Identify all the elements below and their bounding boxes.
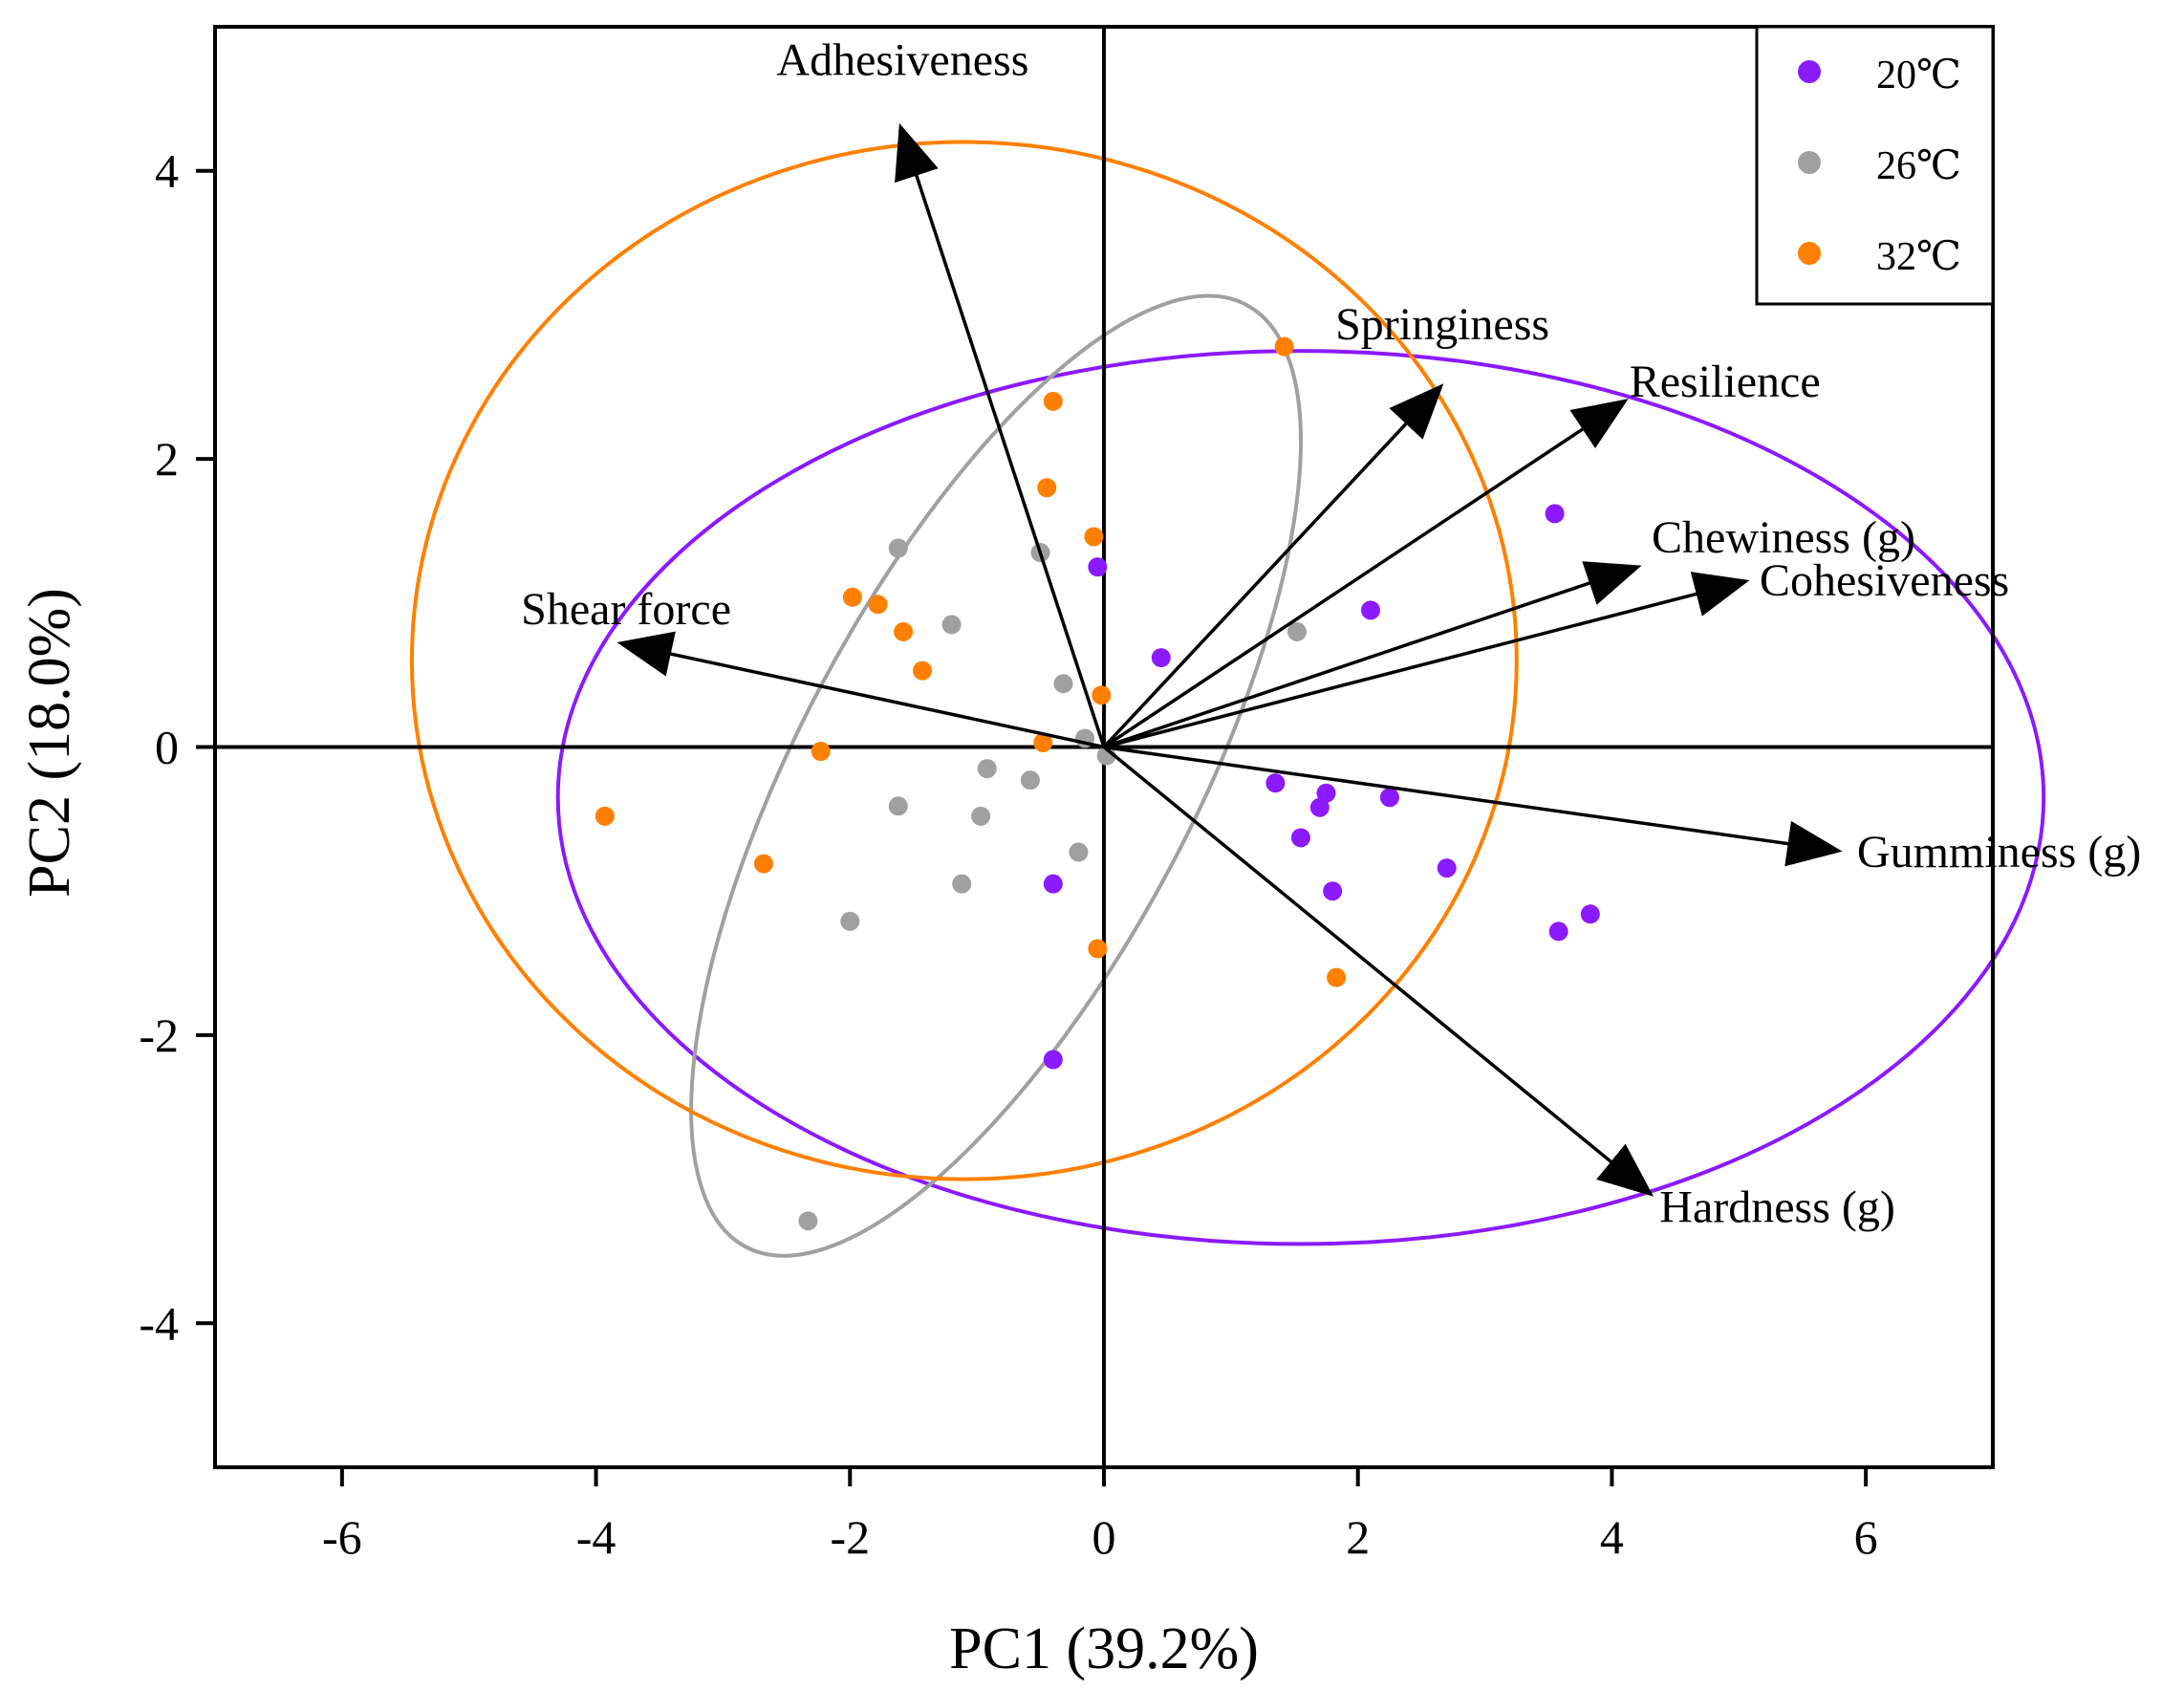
y-tick-label: 2 bbox=[155, 432, 179, 486]
ellipse-series-3 bbox=[409, 140, 1519, 1181]
data-point-series-1 bbox=[1316, 783, 1336, 803]
y-tick-label: 4 bbox=[155, 144, 179, 198]
data-point-series-2 bbox=[840, 911, 860, 931]
data-point-series-1 bbox=[1088, 557, 1108, 577]
x-tick-label: -2 bbox=[830, 1510, 870, 1564]
data-point-series-3 bbox=[1033, 732, 1053, 752]
data-point-series-3 bbox=[894, 621, 914, 641]
loading-label: Chewiness (g) bbox=[1652, 512, 1915, 563]
data-point-series-1 bbox=[1151, 648, 1171, 668]
x-tick-label: 6 bbox=[1854, 1510, 1878, 1564]
ellipse-series-1 bbox=[555, 349, 2046, 1246]
legend-label: 20℃ bbox=[1876, 54, 1961, 98]
legend-marker bbox=[1798, 60, 1821, 83]
ellipse-layer bbox=[409, 140, 2046, 1258]
data-point-series-3 bbox=[1084, 527, 1104, 547]
y-tick-label: -4 bbox=[139, 1296, 179, 1350]
data-point-series-3 bbox=[1092, 685, 1112, 705]
y-tick-label: 0 bbox=[155, 721, 179, 774]
loading-arrow bbox=[1103, 399, 1629, 748]
x-tick-label: 2 bbox=[1346, 1510, 1370, 1564]
data-point-series-2 bbox=[941, 615, 962, 635]
loading-label: Springiness bbox=[1335, 299, 1549, 350]
data-point-series-2 bbox=[798, 1211, 818, 1231]
legend: 20℃ 26℃ 32℃ bbox=[1755, 25, 1995, 306]
loading-arrow bbox=[1103, 572, 1750, 749]
data-point-series-2 bbox=[971, 806, 991, 826]
loading-label: Gumminess (g) bbox=[1857, 827, 2141, 878]
loading-label: Hardness (g) bbox=[1659, 1182, 1895, 1233]
data-point-series-3 bbox=[1088, 939, 1108, 959]
data-point-series-1 bbox=[1437, 858, 1457, 878]
data-point-series-1 bbox=[1043, 874, 1063, 894]
data-point-series-3 bbox=[913, 661, 933, 681]
data-point-series-3 bbox=[1327, 967, 1347, 987]
data-point-series-1 bbox=[1545, 504, 1565, 524]
loadings-layer: Adhesiveness Springiness Resilience Chewine… bbox=[521, 34, 2141, 1232]
legend-marker bbox=[1798, 151, 1821, 174]
data-point-series-2 bbox=[888, 796, 908, 816]
data-point-series-3 bbox=[811, 742, 831, 762]
data-point-series-3 bbox=[753, 854, 773, 874]
data-point-series-2 bbox=[888, 538, 908, 558]
data-point-series-1 bbox=[1265, 773, 1286, 793]
data-point-series-2 bbox=[1287, 621, 1307, 641]
x-axis-title: PC1 (39.2%) bbox=[949, 1616, 1259, 1681]
legend-marker bbox=[1798, 242, 1821, 265]
data-point-series-3 bbox=[842, 587, 862, 607]
data-point-series-1 bbox=[1379, 788, 1399, 808]
data-point-series-3 bbox=[595, 806, 615, 826]
legend-label: 32℃ bbox=[1876, 235, 1961, 279]
data-point-series-2 bbox=[952, 874, 972, 894]
data-point-series-1 bbox=[1323, 881, 1343, 901]
data-point-series-1 bbox=[1290, 828, 1310, 848]
x-tick-label: 0 bbox=[1092, 1510, 1116, 1564]
points-layer bbox=[595, 336, 1600, 1231]
ellipse-series-2 bbox=[689, 293, 1303, 1258]
data-point-series-2 bbox=[1069, 842, 1089, 862]
ticks-layer: -6 -4 -2 0 2 4 6 -4 -2 0 2 4 bbox=[139, 144, 1877, 1564]
data-point-series-3 bbox=[1043, 391, 1063, 411]
loading-label: Shear force bbox=[521, 584, 731, 635]
data-point-series-3 bbox=[868, 595, 888, 615]
data-point-series-1 bbox=[1043, 1050, 1063, 1070]
data-point-series-2 bbox=[1020, 770, 1040, 791]
loading-label: Adhesiveness bbox=[776, 34, 1028, 85]
y-axis-title: PC2 (18.0%) bbox=[17, 588, 82, 898]
data-point-series-1 bbox=[1580, 904, 1600, 924]
loading-arrow bbox=[1102, 746, 1654, 1197]
data-point-series-2 bbox=[1053, 674, 1073, 694]
data-point-series-3 bbox=[1037, 478, 1057, 498]
x-tick-label: -6 bbox=[322, 1510, 362, 1564]
loading-arrow bbox=[1103, 561, 1642, 749]
loading-arrow bbox=[895, 122, 1106, 748]
loading-label: Resilience bbox=[1630, 357, 1821, 407]
loading-arrow bbox=[616, 631, 1105, 749]
data-point-series-2 bbox=[977, 759, 997, 779]
loading-arrow bbox=[1103, 745, 1843, 867]
data-point-series-1 bbox=[1361, 600, 1380, 620]
data-point-series-1 bbox=[1309, 797, 1330, 817]
x-tick-label: 4 bbox=[1600, 1510, 1624, 1564]
legend-box bbox=[1755, 25, 1995, 306]
x-tick-label: -4 bbox=[576, 1510, 616, 1564]
y-tick-label: -2 bbox=[139, 1008, 179, 1062]
legend-label: 26℃ bbox=[1876, 144, 1961, 188]
data-point-series-3 bbox=[1274, 336, 1294, 357]
data-point-series-1 bbox=[1548, 921, 1568, 942]
loading-arrow bbox=[1102, 383, 1444, 748]
loading-label: Cohesiveness bbox=[1760, 555, 2009, 606]
